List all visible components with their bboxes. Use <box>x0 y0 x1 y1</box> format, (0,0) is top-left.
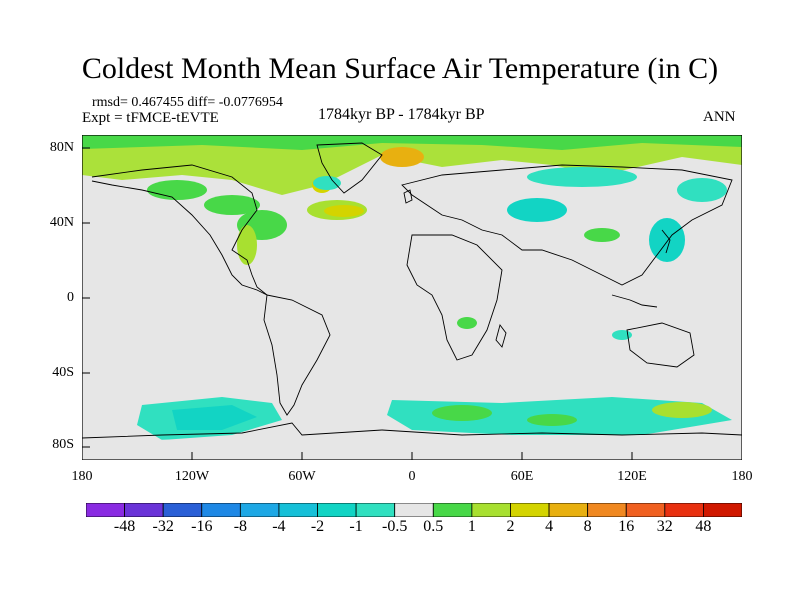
lon-label-180e: 180 <box>731 469 753 484</box>
colorbar-swatch <box>317 503 357 517</box>
experiment-label: Expt = tFMCE-tEVTE <box>82 110 219 126</box>
colorbar-label: 32 <box>656 518 673 535</box>
colorbar-swatch <box>86 503 125 517</box>
colorbar-swatch <box>703 503 742 517</box>
colorbar-label: 1 <box>467 518 476 535</box>
colorbar-swatch <box>510 503 550 517</box>
lat-label-40s: 40S <box>52 365 74 380</box>
colorbar-label: -1 <box>349 518 363 535</box>
lon-label-180w: 180 <box>71 469 93 484</box>
colorbar-label: 8 <box>583 518 592 535</box>
colorbar-swatch <box>162 503 203 517</box>
colorbar-label: 4 <box>545 518 554 535</box>
lat-label-40n: 40N <box>49 215 74 230</box>
colorbar-label: 2 <box>506 518 515 535</box>
colorbar-swatch <box>239 503 280 517</box>
colorbar <box>86 503 742 517</box>
anomaly-shading <box>82 135 742 460</box>
colorbar-label: 48 <box>695 518 712 535</box>
colorbar-label: -16 <box>191 518 213 535</box>
lon-label-120w: 120W <box>174 469 210 484</box>
coastlines <box>82 142 742 439</box>
period-label: 1784kyr BP - 1784kyr BP <box>318 106 485 123</box>
lat-label-0: 0 <box>67 290 74 305</box>
lat-label-80n: 80N <box>49 140 74 155</box>
map-title: Coldest Month Mean Surface Air Temperatu… <box>81 52 719 85</box>
colorbar-swatch <box>278 503 318 517</box>
colorbar-label: -0.5 <box>382 518 408 535</box>
colorbar-label: -8 <box>233 518 248 535</box>
colorbar-swatch <box>664 503 704 517</box>
colorbar-label: -2 <box>310 518 325 535</box>
colorbar-swatch <box>201 503 241 517</box>
colorbar-label: -48 <box>113 518 136 535</box>
stats-line: rmsd= 0.467455 diff= -0.0776954 <box>92 95 283 110</box>
colorbar-label: 0.5 <box>423 518 444 535</box>
colorbar-swatch <box>548 503 589 517</box>
colorbar-swatch <box>124 503 164 517</box>
season-label: ANN <box>703 109 736 125</box>
colorbar-swatch <box>355 503 396 517</box>
colorbar-swatch <box>471 503 511 517</box>
axis-ticks <box>82 147 633 460</box>
lat-label-80s: 80S <box>52 437 74 452</box>
lon-label-0: 0 <box>408 469 416 484</box>
world-map <box>82 135 742 460</box>
lon-label-60w: 60W <box>288 469 316 484</box>
colorbar-swatch <box>432 503 473 517</box>
colorbar-swatch <box>394 503 434 517</box>
colorbar-label: -4 <box>272 518 286 535</box>
colorbar-label: 16 <box>618 518 635 535</box>
colorbar-swatch <box>587 503 627 517</box>
lon-label-60e: 60E <box>510 469 534 484</box>
colorbar-swatch <box>625 503 666 517</box>
lon-label-120e: 120E <box>617 469 647 484</box>
colorbar-label: -32 <box>152 518 174 535</box>
